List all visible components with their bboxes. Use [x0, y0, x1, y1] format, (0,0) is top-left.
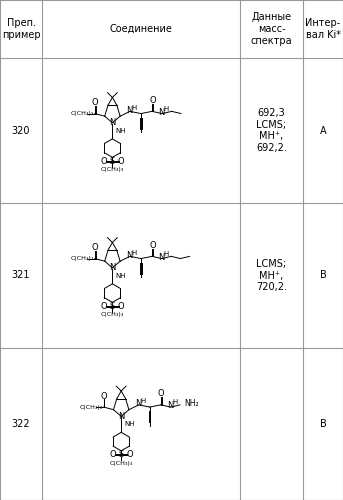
Text: N: N [109, 118, 116, 128]
Text: NH₂: NH₂ [184, 400, 199, 408]
Text: N: N [135, 400, 141, 408]
Text: B: B [320, 419, 327, 429]
Text: N: N [109, 264, 116, 272]
Text: O: O [92, 98, 98, 107]
Text: N: N [158, 108, 164, 117]
Text: O: O [101, 156, 108, 166]
Text: H: H [164, 251, 169, 257]
Text: O: O [149, 241, 156, 250]
Text: O: O [92, 243, 98, 252]
Text: O: O [126, 450, 133, 459]
Text: S: S [110, 157, 115, 166]
Text: O: O [110, 450, 116, 459]
Text: C(CH₃)₃: C(CH₃)₃ [109, 461, 133, 466]
Text: H: H [131, 250, 137, 256]
Text: O: O [100, 392, 107, 400]
Text: O: O [117, 302, 124, 310]
Text: C(CH₃)₃: C(CH₃)₃ [71, 111, 94, 116]
Text: 692,3
LCMS;
MH⁺,
692,2.: 692,3 LCMS; MH⁺, 692,2. [256, 108, 287, 153]
Text: Данные
масс-
спектра: Данные масс- спектра [251, 12, 292, 46]
Text: C(CH₃)₃: C(CH₃)₃ [80, 404, 103, 409]
Text: N: N [126, 251, 132, 260]
Text: H: H [131, 104, 137, 110]
Text: NH: NH [116, 128, 126, 134]
Text: C(CH₃)₃: C(CH₃)₃ [101, 168, 124, 172]
Text: Интер-
вал Ki*: Интер- вал Ki* [305, 18, 341, 40]
Text: O: O [158, 390, 165, 398]
Text: H: H [173, 400, 178, 406]
Text: Преп.
пример: Преп. пример [2, 18, 40, 40]
Text: H: H [140, 398, 145, 404]
Text: O: O [117, 156, 124, 166]
Text: N: N [167, 402, 173, 410]
Text: NH: NH [125, 422, 135, 428]
Text: 321: 321 [12, 270, 30, 280]
Text: S: S [119, 450, 124, 460]
Text: O: O [149, 96, 156, 105]
Text: H: H [164, 106, 169, 112]
Text: A: A [320, 126, 326, 136]
Text: 322: 322 [12, 419, 30, 429]
Text: N: N [118, 412, 125, 421]
Text: N: N [126, 106, 132, 115]
Text: C(CH₃)₃: C(CH₃)₃ [101, 312, 124, 318]
Text: N: N [158, 253, 164, 262]
Text: S: S [110, 302, 115, 311]
Text: LCMS;
MH⁺,
720,2.: LCMS; MH⁺, 720,2. [256, 259, 287, 292]
Text: 320: 320 [12, 126, 30, 136]
Text: NH: NH [116, 273, 126, 279]
Text: B: B [320, 270, 327, 280]
Text: C(CH₃)₃: C(CH₃)₃ [71, 256, 94, 261]
Text: O: O [101, 302, 108, 310]
Text: Соединение: Соединение [109, 24, 173, 34]
